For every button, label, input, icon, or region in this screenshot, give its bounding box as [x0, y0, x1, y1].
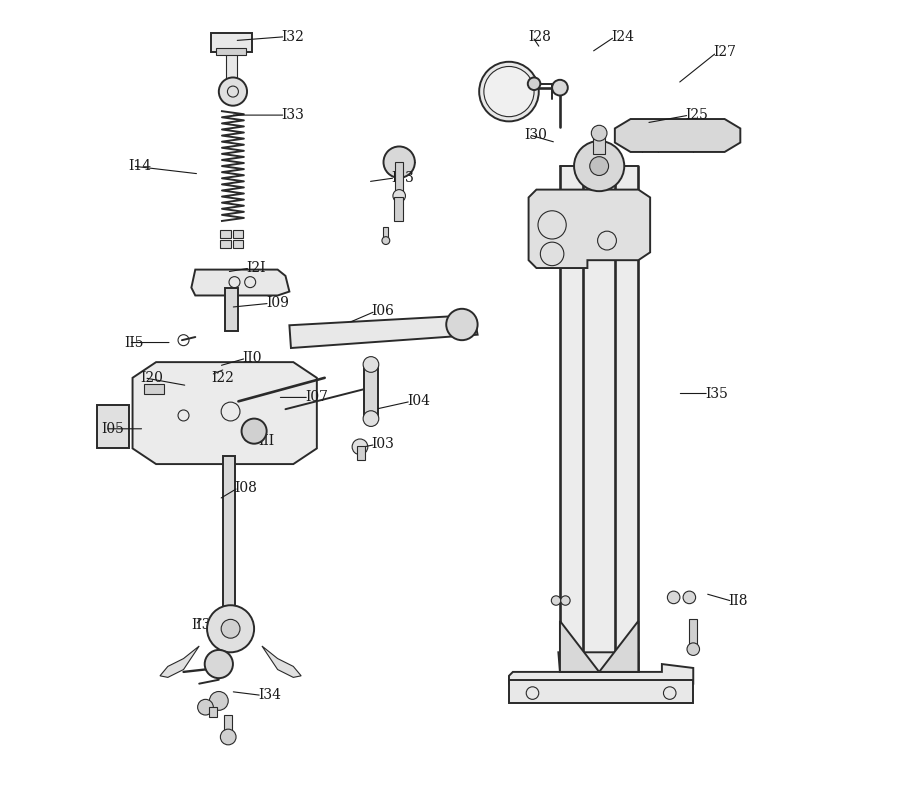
- Bar: [223, 456, 235, 629]
- Text: II3: II3: [191, 618, 211, 632]
- Polygon shape: [509, 652, 693, 684]
- Text: I06: I06: [372, 304, 395, 318]
- Bar: [225, 287, 237, 331]
- Polygon shape: [191, 270, 289, 295]
- Circle shape: [574, 141, 625, 191]
- Bar: [364, 366, 378, 417]
- Circle shape: [592, 125, 607, 141]
- Circle shape: [221, 729, 236, 745]
- Circle shape: [528, 77, 540, 90]
- Circle shape: [221, 619, 240, 638]
- Text: I33: I33: [281, 108, 304, 122]
- Text: I2I: I2I: [246, 261, 266, 275]
- Bar: [211, 33, 252, 53]
- Bar: [233, 240, 243, 248]
- Text: I24: I24: [611, 30, 634, 44]
- Text: I20: I20: [140, 371, 163, 385]
- Circle shape: [552, 79, 568, 95]
- Circle shape: [393, 190, 406, 202]
- Circle shape: [683, 591, 695, 604]
- Polygon shape: [599, 621, 638, 672]
- Circle shape: [210, 692, 228, 711]
- Text: I09: I09: [266, 297, 289, 310]
- Circle shape: [382, 237, 390, 245]
- Polygon shape: [529, 190, 650, 268]
- Polygon shape: [509, 680, 693, 704]
- Circle shape: [479, 61, 539, 121]
- Text: I35: I35: [705, 386, 728, 401]
- Circle shape: [551, 596, 561, 605]
- Bar: [394, 198, 403, 221]
- Text: I03: I03: [372, 438, 395, 452]
- Polygon shape: [560, 621, 599, 672]
- Text: I14: I14: [128, 159, 152, 173]
- Text: I04: I04: [407, 394, 430, 408]
- Circle shape: [363, 357, 379, 372]
- Text: I23: I23: [391, 171, 414, 185]
- Bar: [593, 135, 605, 154]
- Bar: [224, 715, 232, 732]
- Polygon shape: [133, 362, 317, 464]
- Bar: [357, 446, 365, 460]
- Circle shape: [207, 605, 254, 652]
- Text: II5: II5: [125, 335, 144, 349]
- Circle shape: [204, 650, 233, 678]
- Text: I34: I34: [258, 689, 281, 703]
- Circle shape: [484, 66, 534, 116]
- Polygon shape: [262, 646, 301, 678]
- Circle shape: [687, 643, 700, 656]
- Text: I25: I25: [685, 108, 708, 122]
- Circle shape: [384, 146, 415, 178]
- Bar: [690, 619, 697, 648]
- Bar: [221, 240, 231, 248]
- Text: I26: I26: [494, 76, 516, 91]
- Text: I22: I22: [211, 371, 234, 385]
- Text: I27: I27: [713, 46, 736, 59]
- Circle shape: [219, 77, 247, 105]
- Bar: [384, 227, 388, 238]
- Polygon shape: [160, 646, 199, 678]
- Bar: [145, 384, 164, 394]
- Text: III: III: [258, 434, 274, 448]
- Circle shape: [446, 309, 477, 340]
- Bar: [216, 49, 246, 55]
- Circle shape: [352, 439, 368, 455]
- Text: I28: I28: [529, 30, 551, 44]
- Circle shape: [363, 411, 379, 427]
- Circle shape: [668, 591, 680, 604]
- Bar: [221, 231, 231, 238]
- Bar: [396, 162, 403, 194]
- Text: I32: I32: [281, 30, 304, 44]
- Circle shape: [561, 596, 570, 605]
- Text: I30: I30: [525, 127, 548, 142]
- Polygon shape: [615, 119, 740, 152]
- Text: II0: II0: [243, 351, 262, 365]
- Text: I07: I07: [305, 390, 328, 405]
- Bar: [560, 166, 638, 676]
- Circle shape: [242, 419, 267, 444]
- Bar: [226, 50, 237, 79]
- Bar: [233, 231, 243, 238]
- Text: II8: II8: [728, 594, 748, 608]
- Bar: [210, 708, 217, 717]
- Bar: [97, 405, 128, 449]
- Text: I05: I05: [101, 422, 124, 436]
- Text: I08: I08: [234, 481, 257, 494]
- Circle shape: [590, 157, 608, 176]
- Circle shape: [198, 700, 213, 715]
- Polygon shape: [289, 315, 477, 348]
